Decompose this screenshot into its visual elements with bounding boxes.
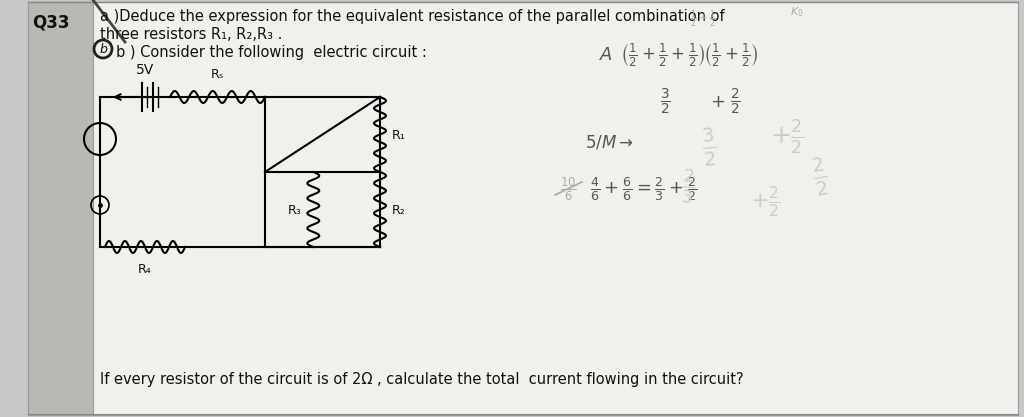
Text: $\frac{3}{2}$: $\frac{3}{2}$ xyxy=(660,87,671,117)
Text: R₁: R₁ xyxy=(392,128,406,141)
Text: If every resistor of the circuit is of 2Ω , calculate the total  current flowing: If every resistor of the circuit is of 2… xyxy=(100,372,743,387)
Text: $\frac{10}{6}$: $\frac{10}{6}$ xyxy=(560,175,577,203)
Text: b ) Consider the following  electric circuit :: b ) Consider the following electric circ… xyxy=(116,45,427,60)
Text: $\left(\frac{1}{2}+\frac{1}{2}+\frac{1}{2}\right)\!\left(\frac{1}{2}+\frac{1}{2}: $\left(\frac{1}{2}+\frac{1}{2}+\frac{1}{… xyxy=(620,41,759,69)
Text: $\frac{2}{2}$: $\frac{2}{2}$ xyxy=(810,155,831,199)
Text: b: b xyxy=(99,43,106,55)
Text: $K_{0}$: $K_{0}$ xyxy=(790,5,804,19)
Bar xyxy=(28,2,93,415)
Text: 5V: 5V xyxy=(136,63,155,77)
Text: $\frac{3}{2}$: $\frac{3}{2}$ xyxy=(700,126,718,168)
Text: $+\frac{2}{2}$: $+\frac{2}{2}$ xyxy=(770,118,804,156)
Text: R₄: R₄ xyxy=(138,263,152,276)
Text: $\frac{4}{6}+\frac{6}{6}=\frac{2}{3}+\frac{2}{2}$: $\frac{4}{6}+\frac{6}{6}=\frac{2}{3}+\fr… xyxy=(590,175,697,203)
Text: $\frac{2}{2}$: $\frac{2}{2}$ xyxy=(730,87,740,117)
Text: three resistors R₁, R₂,R₃ .: three resistors R₁, R₂,R₃ . xyxy=(100,27,283,42)
Text: $5/M\rightarrow$: $5/M\rightarrow$ xyxy=(585,133,634,151)
Text: a )Deduce the expression for the equivalent resistance of the parallel combinati: a )Deduce the expression for the equival… xyxy=(100,9,725,24)
Text: $\frac{1}{2}+\frac{1}{2}$: $\frac{1}{2}+\frac{1}{2}$ xyxy=(690,9,717,30)
Text: $+\frac{2}{2}$: $+\frac{2}{2}$ xyxy=(750,185,780,219)
Text: Q33: Q33 xyxy=(32,13,70,31)
Text: R₃: R₃ xyxy=(288,203,301,216)
Text: A: A xyxy=(600,46,612,64)
Text: R₂: R₂ xyxy=(392,203,406,216)
Text: Rₛ: Rₛ xyxy=(210,68,223,81)
Text: +: + xyxy=(710,93,725,111)
Text: $\frac{2}{3}$: $\frac{2}{3}$ xyxy=(680,168,696,206)
